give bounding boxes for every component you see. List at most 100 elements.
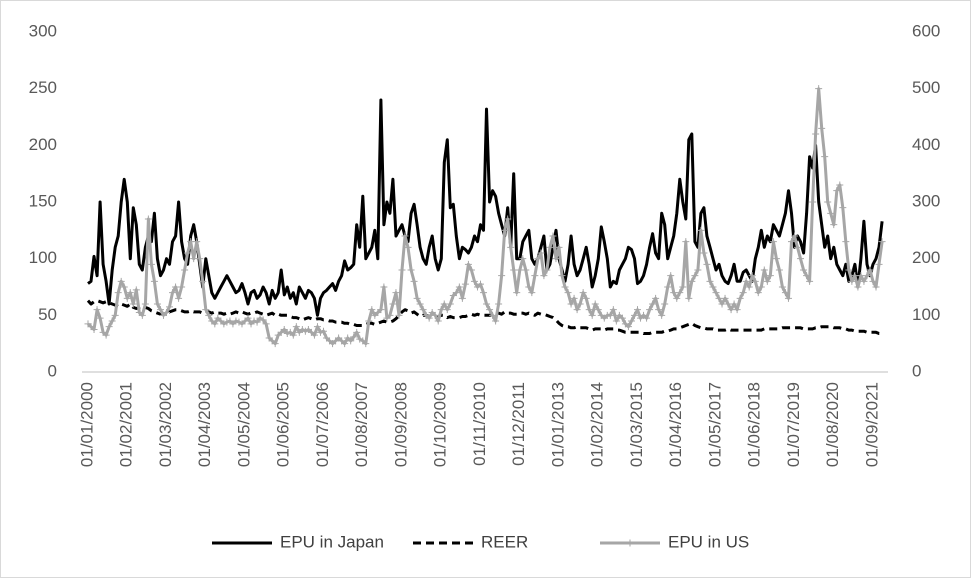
series-marker [132, 286, 140, 294]
legend-label: EPU in Japan [280, 532, 384, 551]
series-marker [141, 300, 149, 308]
series-marker [437, 306, 445, 314]
series-marker [455, 283, 463, 291]
series-marker [664, 283, 672, 291]
series-marker [401, 232, 409, 240]
series-marker [878, 238, 886, 246]
series-marker [220, 320, 228, 328]
series-marker [851, 272, 859, 280]
series-marker [781, 289, 789, 297]
series-marker [730, 300, 738, 308]
series-marker [144, 215, 152, 223]
series-marker [567, 300, 575, 308]
series-marker [775, 266, 783, 274]
series-marker [791, 232, 798, 240]
y-tick-label: 0 [48, 361, 57, 380]
series-marker [477, 280, 484, 288]
series-marker [169, 289, 177, 297]
series-marker [111, 311, 119, 319]
series-marker [682, 238, 690, 246]
series-marker [543, 266, 551, 274]
series-marker [818, 124, 826, 132]
series-marker [362, 340, 370, 348]
x-tick-label: 01/03/2002 [156, 382, 175, 467]
series-marker [525, 283, 533, 291]
series-marker [555, 243, 563, 251]
x-tick-label: 01/02/2001 [117, 382, 136, 467]
series-marker [298, 326, 306, 333]
series-marker [114, 289, 122, 297]
y2-tick-label: 0 [912, 361, 921, 380]
x-tick-label: 01/08/2020 [823, 382, 842, 467]
series-marker [784, 294, 792, 302]
series-marker [573, 306, 581, 314]
series-marker [193, 238, 201, 246]
series-marker [585, 306, 593, 314]
series-marker [673, 294, 681, 302]
series-marker [727, 306, 735, 314]
y-tick-label: 250 [29, 78, 57, 97]
series-marker [787, 238, 795, 246]
series-marker [546, 243, 554, 251]
series-marker [190, 255, 198, 263]
legend-label: EPU in US [668, 532, 749, 551]
series-marker [830, 221, 838, 229]
y2-tick-label: 600 [912, 21, 940, 40]
series-marker [757, 283, 765, 291]
series-marker [326, 337, 334, 345]
y-tick-label: 300 [29, 21, 57, 40]
series-marker [301, 327, 309, 335]
series-marker [199, 277, 207, 285]
series-marker [860, 277, 868, 285]
series-marker [676, 289, 684, 297]
series-marker [745, 283, 753, 291]
series-marker [597, 311, 605, 319]
y-tick-label: 100 [29, 248, 57, 267]
series-marker [380, 283, 388, 291]
x-tick-label: 01/06/2018 [745, 382, 764, 467]
series-marker [797, 255, 805, 263]
series-marker [84, 320, 92, 328]
x-tick-label: 01/07/2006 [313, 382, 332, 467]
series-marker [519, 255, 527, 263]
series-marker [96, 314, 104, 322]
x-tick-label: 01/12/2011 [509, 382, 528, 466]
series-marker [123, 294, 131, 302]
series-marker [153, 300, 161, 308]
series-marker [175, 294, 183, 302]
series-marker [558, 272, 566, 280]
series-marker [809, 198, 817, 206]
y-tick-label: 50 [38, 305, 57, 324]
series-marker [416, 300, 424, 308]
series-marker [694, 266, 702, 274]
x-tick-label: 01/01/2013 [548, 382, 567, 467]
series-marker [244, 314, 252, 322]
series-marker [537, 249, 545, 257]
series-marker [310, 331, 318, 339]
series-line [86, 299, 883, 335]
series-marker [724, 300, 732, 308]
series-marker [621, 320, 629, 328]
series-marker [90, 326, 98, 333]
series-marker [184, 249, 192, 257]
series-marker [211, 320, 219, 328]
series-marker [353, 328, 361, 336]
series-marker [172, 283, 180, 291]
series-marker [875, 260, 883, 268]
series-marker [307, 328, 315, 336]
series-marker [431, 311, 439, 319]
series-marker [413, 294, 421, 302]
y2-tick-label: 100 [912, 305, 940, 324]
x-tick-label: 01/05/2017 [705, 382, 724, 467]
series-marker [549, 232, 557, 240]
series-marker [872, 283, 880, 291]
series-marker [736, 294, 744, 302]
series-marker [347, 337, 355, 345]
series-line [87, 98, 884, 317]
series-marker [205, 311, 213, 319]
series-marker [392, 289, 400, 297]
series-marker [513, 289, 521, 297]
series-marker [316, 328, 324, 336]
series-marker [464, 260, 472, 268]
x-tick-label: 01/10/2009 [431, 382, 450, 467]
